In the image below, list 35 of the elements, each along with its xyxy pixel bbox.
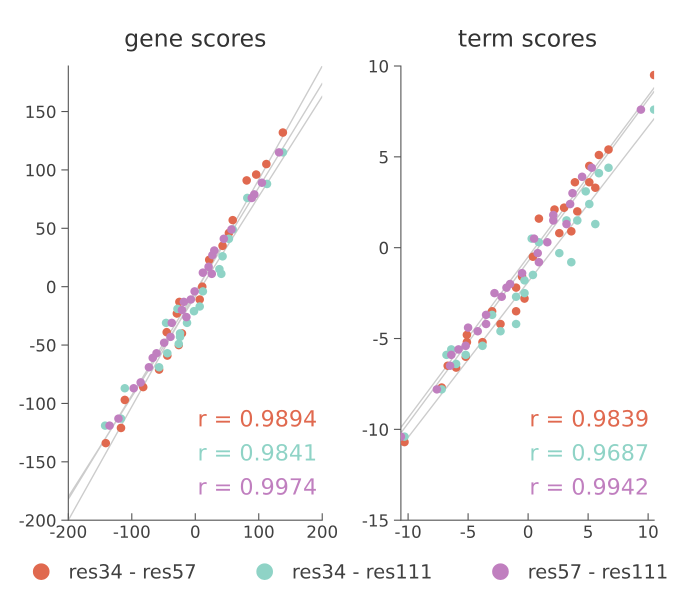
chart-title: gene scores (125, 33, 266, 52)
x-tick-label: 10 (639, 525, 658, 538)
chart-title: term scores (458, 30, 596, 47)
y-tick-label: 150 (26, 106, 56, 118)
x-tick-label: -5 (460, 526, 475, 538)
x-tick-label: 0 (524, 525, 532, 538)
annotation: r = 0.9974 (200, 478, 316, 495)
y-tick-label: -50 (30, 339, 56, 352)
annotation: r = 0.9942 (531, 478, 647, 495)
legend-label: res34 - res57 (70, 564, 195, 579)
annotation: r = 0.9839 (531, 410, 648, 427)
annotation: r = 0.9841 (200, 444, 316, 461)
x-tick-label: 100 (244, 525, 274, 538)
annotation: r = 0.9687 (531, 444, 648, 461)
y-tick-label: -150 (19, 456, 56, 468)
y-tick-label: 10 (370, 60, 388, 73)
x-tick-label: -100 (114, 525, 150, 538)
x-tick-label: -200 (50, 525, 86, 538)
y-tick-label: -10 (362, 423, 388, 436)
y-tick-label: 100 (26, 164, 56, 176)
y-tick-label: 0 (380, 242, 388, 254)
y-tick-label: -5 (373, 332, 388, 346)
x-tick-label: -10 (395, 525, 421, 538)
x-tick-label: 200 (308, 525, 338, 538)
y-tick-label: 5 (380, 151, 388, 164)
x-tick-label: 0 (191, 525, 200, 538)
y-tick-label: -100 (19, 397, 56, 410)
legend-label: res34 - res111 (294, 564, 431, 579)
y-tick-label: -15 (362, 514, 388, 527)
y-tick-label: 50 (36, 222, 56, 235)
y-tick-label: -200 (19, 514, 56, 527)
legend-label: res57 - res111 (529, 564, 666, 579)
x-tick-label: 5 (584, 526, 592, 538)
annotation: r = 0.9894 (200, 410, 316, 427)
y-tick-label: 0 (47, 280, 56, 294)
